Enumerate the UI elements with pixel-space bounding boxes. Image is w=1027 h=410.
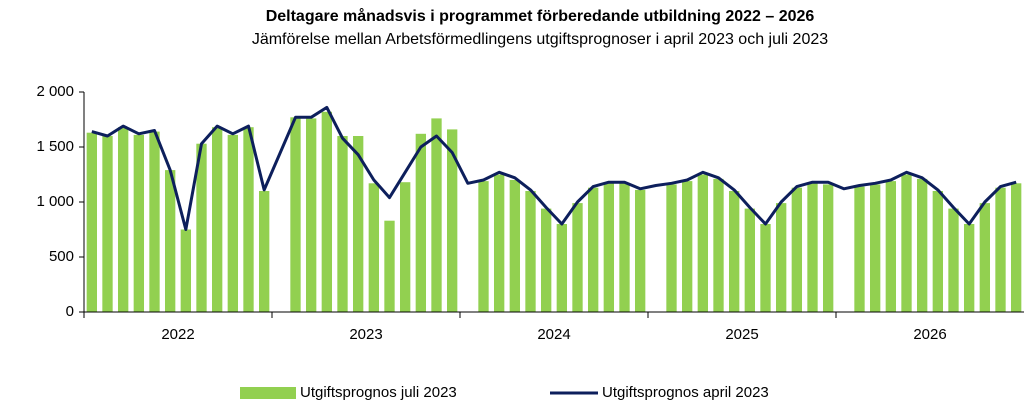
bar (133, 134, 145, 312)
bar (572, 203, 583, 312)
bar (619, 183, 630, 312)
bar (791, 187, 803, 312)
y-tick-label: 0 (66, 303, 74, 320)
x-group-label: 2026 (913, 326, 946, 343)
bar (932, 191, 944, 312)
bar (948, 208, 959, 312)
bar (227, 134, 239, 312)
bar (117, 127, 129, 312)
x-group-label: 2024 (537, 326, 570, 343)
bar (431, 118, 442, 313)
chart-title: Deltagare månadsvis i programmet förbere… (266, 7, 815, 25)
bar (587, 187, 599, 312)
x-group-label: 2022 (161, 326, 194, 343)
bar (979, 203, 991, 312)
bar (681, 181, 693, 312)
y-tick-label: 1 000 (36, 193, 74, 210)
bar (321, 111, 333, 312)
bar (885, 181, 897, 312)
bar (634, 189, 646, 312)
bar (446, 129, 458, 312)
bar (352, 136, 364, 312)
legend-label: Utgiftsprognos juli 2023 (300, 384, 457, 401)
bar (415, 133, 427, 312)
x-group-label: 2025 (725, 326, 758, 343)
bar (603, 183, 615, 312)
bar (149, 131, 160, 312)
line (91, 105, 1017, 231)
bar (728, 191, 740, 312)
bar (760, 224, 771, 312)
bar (164, 170, 176, 312)
bar (744, 208, 756, 312)
bar (916, 178, 928, 312)
bar (995, 187, 1006, 312)
bar (337, 136, 348, 312)
bar (869, 184, 881, 312)
bar (368, 183, 380, 312)
y-tick-label: 500 (49, 248, 74, 265)
bar (963, 224, 975, 312)
bar (258, 191, 270, 312)
bar (540, 208, 552, 312)
bar (180, 229, 192, 312)
bar (713, 178, 724, 312)
bar (807, 183, 818, 312)
chart-subtitle: Jämförelse mellan Arbetsförmedlingens ut… (252, 31, 828, 48)
bar (86, 132, 98, 312)
bar (196, 143, 207, 312)
bar (775, 203, 787, 312)
bar (211, 127, 223, 312)
bar (493, 174, 505, 312)
bar (854, 186, 865, 312)
bar (1010, 183, 1022, 312)
bar (478, 181, 489, 312)
bar (243, 127, 254, 312)
bar (901, 174, 912, 312)
legend-label: Utgiftsprognos april 2023 (602, 384, 769, 401)
bar (525, 191, 536, 312)
bar (666, 184, 677, 312)
x-group-label: 2023 (349, 326, 382, 343)
bar (509, 180, 521, 312)
bar (556, 224, 568, 312)
bar (822, 184, 834, 312)
bar (102, 136, 113, 312)
bar (290, 117, 301, 312)
legend-swatch (240, 387, 296, 399)
y-tick-label: 1 500 (36, 138, 74, 155)
bar (399, 182, 411, 312)
bar (305, 118, 317, 313)
bar (384, 220, 395, 312)
bar (697, 174, 709, 312)
y-tick-label: 2 000 (36, 83, 74, 100)
